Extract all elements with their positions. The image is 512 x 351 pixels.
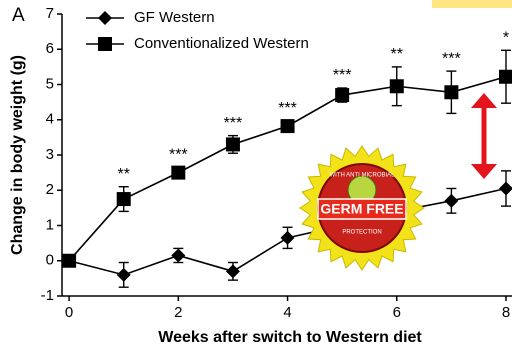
significance-label: *** [442, 50, 461, 67]
y-tick-label: 1 [46, 216, 54, 233]
y-tick-label: 2 [46, 181, 54, 198]
y-tick-label: 0 [46, 252, 54, 269]
significance-label: *** [278, 100, 297, 117]
significance-label: * [503, 30, 509, 47]
panel-label: A [12, 5, 25, 26]
marker [98, 37, 112, 51]
marker [390, 79, 404, 93]
legend-label: GF Western [134, 9, 215, 26]
marker [117, 192, 131, 206]
badge-title: GERM FREE [320, 201, 403, 217]
y-tick-label: 5 [46, 75, 54, 92]
marker [226, 264, 240, 278]
arrow-head [471, 93, 497, 108]
marker [98, 11, 112, 25]
marker [171, 166, 185, 180]
y-axis-title: Change in body weight (g) [9, 55, 26, 255]
highlight-strip [432, 0, 512, 8]
legend-label: Conventionalized Western [134, 35, 309, 52]
significance-label: ** [117, 166, 129, 183]
germ-free-badge: GERM FREE WITH ANTI MICROBIAL PROTECTION [300, 146, 424, 270]
marker [499, 181, 512, 195]
x-tick-label: 6 [393, 304, 401, 321]
significance-label: *** [333, 67, 352, 84]
x-axis-title: Weeks after switch to Western diet [158, 329, 422, 346]
marker [226, 137, 240, 151]
marker [171, 248, 185, 262]
marker [281, 119, 295, 133]
marker [62, 254, 76, 268]
chart: A Weeks after switch to Western diet Cha… [0, 0, 512, 351]
x-tick-label: 8 [502, 304, 510, 321]
y-tick-label: 7 [46, 5, 54, 22]
marker [335, 88, 349, 102]
marker [281, 231, 295, 245]
badge-top: WITH ANTI MICROBIAL [329, 173, 395, 179]
x-tick-label: 0 [65, 304, 73, 321]
marker [444, 85, 458, 99]
marker [444, 194, 458, 208]
badge-bottom: PROTECTION [342, 230, 381, 236]
y-tick-label: 3 [46, 146, 54, 163]
x-tick-label: 4 [283, 304, 291, 321]
page: A Weeks after switch to Western diet Cha… [0, 0, 512, 351]
arrow-head [471, 164, 497, 179]
significance-label: *** [169, 147, 188, 164]
significance-label: ** [391, 46, 403, 63]
x-tick-label: 2 [174, 304, 182, 321]
marker [117, 268, 131, 282]
y-tick-label: 4 [46, 111, 54, 128]
y-tick-label: -1 [41, 287, 54, 304]
marker [499, 70, 512, 84]
y-tick-label: 6 [46, 40, 54, 57]
significance-label: *** [224, 115, 243, 132]
